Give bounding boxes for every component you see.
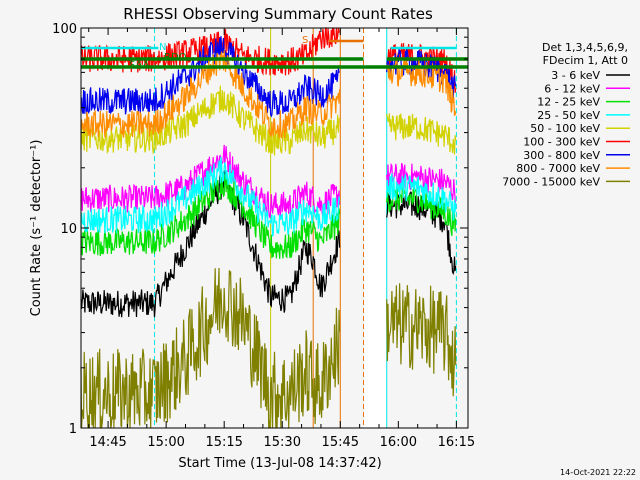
- series-line-0-0: [80, 170, 341, 318]
- y-tick-label: 100: [52, 22, 77, 37]
- series-line-7-0: [80, 50, 341, 139]
- legend-label-4: 50 - 100 keV: [530, 122, 600, 135]
- legend-label-0: 3 - 6 keV: [551, 69, 600, 82]
- series-line-4-1: [386, 113, 457, 155]
- series-line-8-1: [386, 283, 457, 397]
- timestamp: 14-Oct-2021 22:22: [560, 468, 636, 477]
- legend-label-2: 12 - 25 keV: [537, 96, 600, 109]
- series-line-8-0: [80, 267, 341, 429]
- legend-label-1: 6 - 12 keV: [544, 82, 600, 95]
- y-axis-label: Count Rate (s⁻¹ detector⁻¹): [29, 140, 44, 317]
- series-line-7-1: [386, 57, 457, 116]
- x-tick-label: 15:00: [147, 435, 184, 450]
- legend-header-line-2: FDecim 1, Att 0: [543, 54, 628, 67]
- series-line-6-1: [386, 48, 457, 101]
- flag-label-saa: SAA: [129, 60, 150, 71]
- data-gap-region: [363, 28, 387, 428]
- series-line-6-0: [80, 36, 340, 118]
- chart-title: RHESSI Observing Summary Count Rates: [123, 5, 433, 23]
- x-tick-label: 14:45: [89, 435, 126, 450]
- legend-label-8: 7000 - 15000 keV: [502, 175, 600, 188]
- flag-label-n: N: [159, 42, 166, 53]
- series-line-2-1: [386, 184, 457, 236]
- y-tick-label: 10: [60, 222, 77, 237]
- x-tick-label: 16:00: [380, 435, 417, 450]
- series-line-3-0: [80, 156, 341, 237]
- legend-label-6: 300 - 800 keV: [523, 149, 600, 162]
- legend-header-line-1: Det 1,3,4,5,6,9,: [542, 41, 628, 54]
- y-tick-label: 1: [69, 422, 77, 437]
- legend-label-3: 25 - 50 keV: [537, 109, 600, 122]
- x-tick-label: 15:30: [264, 435, 301, 450]
- flag-label-s: S: [302, 35, 308, 46]
- legend-label-5: 100 - 300 keV: [523, 136, 600, 149]
- x-axis-label: Start Time (13-Jul-08 14:37:42): [178, 456, 381, 471]
- x-tick-label: 16:15: [438, 435, 475, 450]
- x-tick-label: 15:45: [322, 435, 359, 450]
- series-line-1-1: [386, 162, 457, 207]
- legend-label-7: 800 - 7000 keV: [516, 162, 600, 175]
- series-line-2-0: [80, 173, 341, 259]
- flag-label-rdo: RDO: [164, 52, 187, 63]
- x-tick-label: 15:15: [205, 435, 242, 450]
- series-line-3-1: [386, 173, 457, 221]
